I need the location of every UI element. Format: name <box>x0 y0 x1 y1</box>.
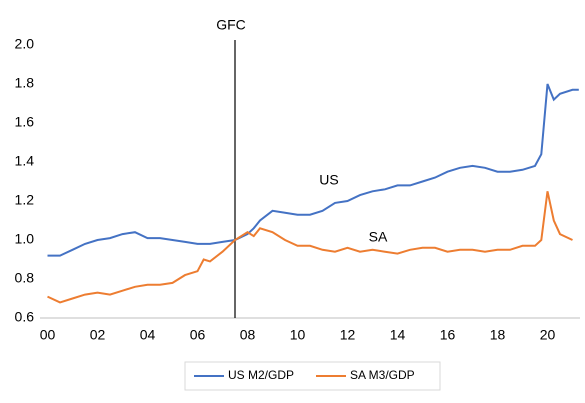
x-tick-label: 06 <box>190 327 206 343</box>
legend-box <box>184 361 441 391</box>
legend-label: US M2/GDP <box>228 368 294 382</box>
x-tick-label: 02 <box>90 327 106 343</box>
x-tick-label: 04 <box>140 327 156 343</box>
y-tick-label: 0.6 <box>15 309 35 325</box>
x-tick-label: 14 <box>390 327 406 343</box>
series-line <box>47 191 573 304</box>
legend-label: SA M3/GDP <box>350 368 415 382</box>
gfc-label: GFC <box>216 17 246 33</box>
x-tick-label: 18 <box>490 327 506 343</box>
y-tick-label: 1.2 <box>15 192 35 208</box>
x-tick-label: 16 <box>440 327 456 343</box>
us-label: US <box>319 172 338 188</box>
x-tick-label: 00 <box>40 327 56 343</box>
y-tick-label: 0.8 <box>15 270 35 286</box>
sa-label: SA <box>369 229 388 245</box>
x-tick-label: 08 <box>240 327 256 343</box>
series-line <box>47 83 579 257</box>
y-tick-label: 2.0 <box>15 36 35 52</box>
y-tick-label: 1.8 <box>15 75 35 91</box>
y-tick-label: 1.6 <box>15 114 35 130</box>
x-tick-label: 20 <box>540 327 556 343</box>
y-tick-label: 1.0 <box>15 231 35 247</box>
x-tick-label: 10 <box>290 327 306 343</box>
y-tick-label: 1.4 <box>15 153 35 169</box>
x-tick-label: 12 <box>340 327 356 343</box>
